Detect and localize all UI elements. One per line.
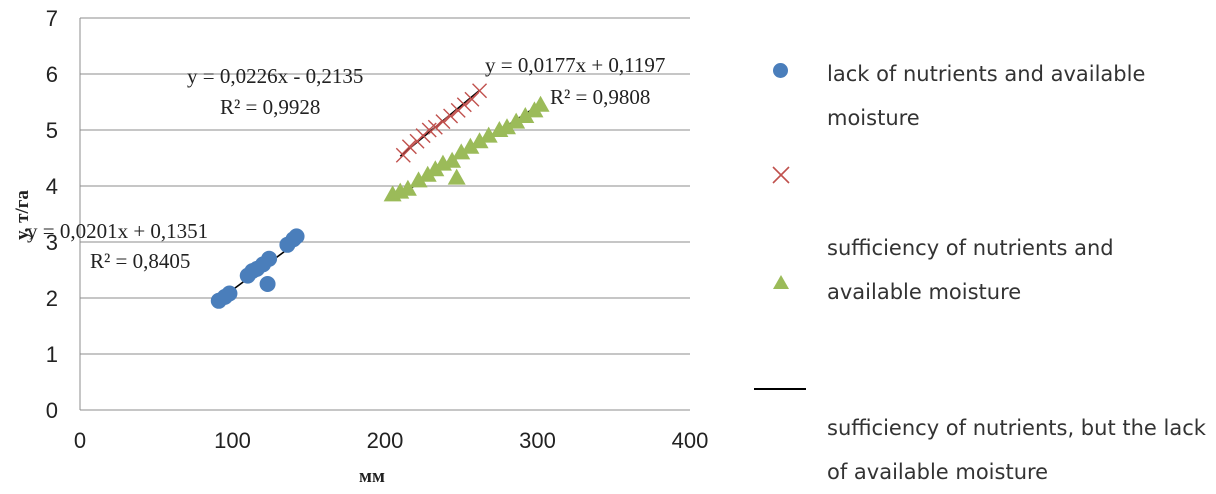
- point-triangle: [447, 168, 466, 185]
- trendline-equation: y = 0,0226x - 0,2135: [187, 64, 363, 88]
- x-axis-title: мм: [359, 466, 385, 487]
- legend-x-swatch: [770, 164, 792, 186]
- point-circle: [221, 285, 238, 302]
- point-triangle: [470, 132, 489, 149]
- y-tick-label: 3: [46, 230, 58, 255]
- x-tick-label: 400: [672, 428, 709, 453]
- point-x-stroke: [472, 83, 488, 99]
- point-triangle: [409, 171, 428, 188]
- trendline-equation: y = 0,0201x + 0,1351: [27, 219, 208, 243]
- trendline-equations: y = 0,0201x + 0,1351 R² = 0,8405 y = 0,022…: [27, 53, 665, 273]
- point-triangle: [498, 118, 516, 135]
- point-triangle: [461, 137, 480, 154]
- legend-label-series-1: lack of nutrients and available moisture: [827, 62, 1146, 130]
- tick-labels: 0 1 2 3 4 5 6 7 0 100 200 300 400: [46, 6, 709, 453]
- y-tick-label: 1: [46, 342, 58, 367]
- point-triangle: [452, 143, 471, 160]
- trendline-r-squared: R² = 0,9808: [550, 85, 650, 109]
- point-x: [456, 97, 472, 113]
- legend-circle-swatch: [773, 63, 788, 78]
- point-triangle: [507, 112, 526, 129]
- grid-lines: [80, 17, 690, 355]
- point-circle: [288, 228, 305, 245]
- point-x-stroke: [401, 139, 417, 155]
- point-triangle: [531, 95, 550, 112]
- point-x: [443, 108, 459, 124]
- point-x: [427, 119, 443, 135]
- point-x: [401, 139, 417, 155]
- y-tick-label: 5: [46, 118, 58, 143]
- point-triangle: [443, 151, 462, 168]
- point-triangle: [479, 126, 498, 143]
- legend-label-series-3: sufficiency of nutrients and available m…: [827, 236, 1114, 304]
- y-tick-label: 7: [46, 6, 58, 31]
- legend-triangle-swatch: [772, 274, 790, 290]
- data-points: [210, 83, 550, 309]
- point-x-stroke: [456, 97, 472, 113]
- point-x-stroke: [427, 119, 443, 135]
- point-x: [395, 147, 411, 163]
- trendline-r-squared: R² = 0,8405: [90, 249, 190, 273]
- point-x: [435, 114, 451, 130]
- point-circle: [259, 276, 276, 292]
- y-tick-label: 6: [46, 62, 58, 87]
- legend-label-series-4: sufficiency of nutrients, but the lack o…: [827, 416, 1206, 484]
- x-tick-label: 300: [519, 428, 556, 453]
- axes: [79, 18, 690, 411]
- x-tick-label: 200: [367, 428, 404, 453]
- trendline-r-squared: R² = 0,9928: [220, 95, 320, 119]
- point-triangle: [516, 107, 535, 123]
- trendline-equation: y = 0,0177x + 0,1197: [485, 53, 665, 77]
- legend: lack of nutrients and available moisture…: [740, 40, 1216, 488]
- y-tick-label: 2: [46, 286, 58, 311]
- y-tick-label: 0: [46, 398, 58, 423]
- point-x-stroke: [435, 114, 451, 130]
- point-triangle: [398, 179, 417, 196]
- y-tick-label: 4: [46, 174, 58, 199]
- point-x-stroke: [443, 108, 459, 124]
- y-axis-title: у, т/га: [12, 190, 33, 240]
- x-tick-label: 0: [74, 428, 86, 453]
- point-x-stroke: [395, 147, 411, 163]
- legend-line-swatch: [754, 388, 806, 390]
- x-tick-label: 100: [214, 428, 251, 453]
- point-x: [472, 83, 488, 99]
- point-circle: [261, 250, 278, 267]
